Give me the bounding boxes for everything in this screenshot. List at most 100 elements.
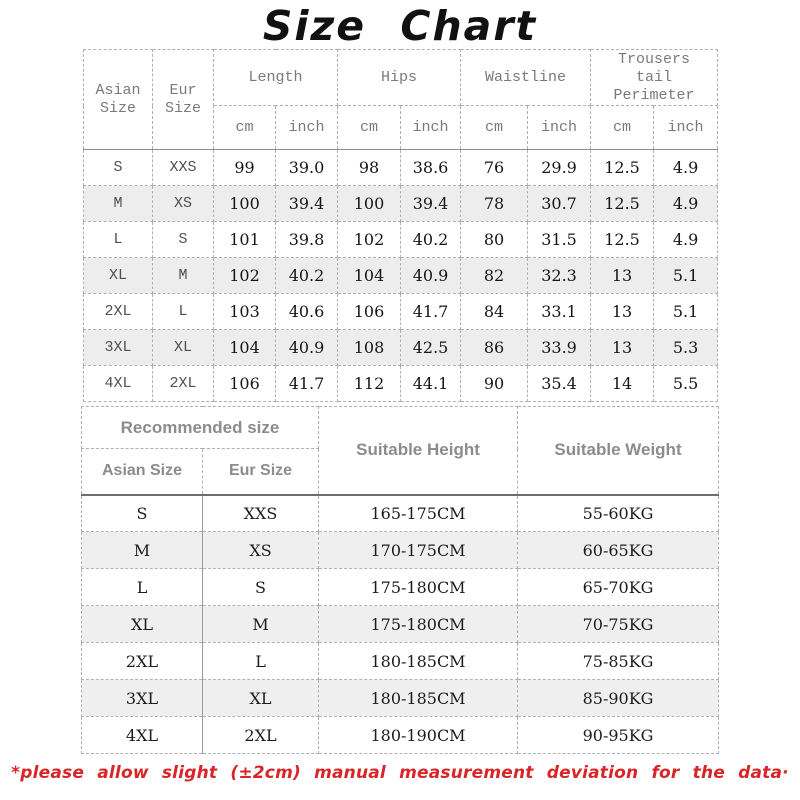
value-cell: 104: [213, 329, 276, 366]
value-cell: 4.9: [653, 221, 719, 258]
table-row: XL M 102 40.2 104 40.9 82 32.3 13 5.1: [83, 257, 719, 294]
value-cell: 40.2: [400, 221, 462, 258]
value-cell: 30.7: [527, 185, 592, 222]
unit-header-trousers-inch: inch: [653, 105, 719, 150]
value-cell: 165-175CM: [318, 494, 519, 532]
value-cell: 104: [337, 257, 402, 294]
value-cell: 40.9: [274, 329, 339, 366]
value-cell: 14: [590, 365, 655, 402]
column-header-suitable-height: Suitable Height: [318, 406, 519, 495]
value-cell: 170-175CM: [318, 531, 519, 569]
value-cell: 180-185CM: [318, 679, 519, 717]
value-cell: 180-185CM: [318, 642, 519, 680]
unit-header-hips-cm: cm: [337, 105, 402, 150]
value-cell: 100: [337, 185, 402, 222]
unit-header-hips-inch: inch: [400, 105, 462, 150]
column-header-suitable-weight: Suitable Weight: [517, 406, 720, 495]
column-header-eur-size: Eur Size: [201, 448, 320, 495]
value-cell: 12.5: [590, 221, 655, 258]
size-label-cell: M: [81, 531, 203, 569]
table-row: 2XL L 103 40.6 106 41.7 84 33.1 13 5.1: [83, 293, 719, 330]
value-cell: 70-75KG: [517, 605, 720, 643]
table-row: M XS 170-175CM 60-65KG: [81, 531, 720, 569]
value-cell: 102: [337, 221, 402, 258]
value-cell: 82: [460, 257, 529, 294]
table-row: L S 175-180CM 65-70KG: [81, 568, 720, 606]
recommend-header-row: Recommended size Suitable Height Suitabl…: [80, 406, 720, 495]
value-cell: 40.6: [274, 293, 339, 330]
size-label-cell: XXS: [201, 494, 320, 532]
value-cell: 100: [213, 185, 276, 222]
value-cell: 38.6: [400, 149, 462, 186]
size-label-cell: XL: [201, 679, 320, 717]
size-label-cell: M: [152, 257, 214, 294]
size-label-cell: 2XL: [83, 293, 153, 330]
value-cell: 41.7: [400, 293, 462, 330]
measurement-table-body: S XXS 99 39.0 98 38.6 76 29.9 12.5 4.9 M XS 100 39.4 1…: [83, 149, 719, 402]
size-label-cell: L: [83, 221, 153, 258]
value-cell: 5.1: [653, 293, 719, 330]
unit-header-waistline-cm: cm: [460, 105, 529, 150]
value-cell: 29.9: [527, 149, 592, 186]
size-label-cell: S: [83, 149, 153, 186]
value-cell: 90-95KG: [517, 716, 720, 754]
value-cell: 175-180CM: [318, 605, 519, 643]
size-label-cell: 4XL: [83, 365, 153, 402]
value-cell: 75-85KG: [517, 642, 720, 680]
value-cell: 13: [590, 329, 655, 366]
value-cell: 65-70KG: [517, 568, 720, 606]
size-label-cell: XS: [201, 531, 320, 569]
value-cell: 44.1: [400, 365, 462, 402]
value-cell: 85-90KG: [517, 679, 720, 717]
value-cell: 5.1: [653, 257, 719, 294]
value-cell: 12.5: [590, 185, 655, 222]
size-label-cell: M: [83, 185, 153, 222]
value-cell: 32.3: [527, 257, 592, 294]
table-row: M XS 100 39.4 100 39.4 78 30.7 12.5 4.9: [83, 185, 719, 222]
value-cell: 108: [337, 329, 402, 366]
measurement-deviation-footnote: *please allow slight (±2cm) manual measu…: [11, 763, 789, 783]
value-cell: 13: [590, 293, 655, 330]
value-cell: 40.9: [400, 257, 462, 294]
size-label-cell: 2XL: [81, 642, 203, 680]
table-row: S XXS 165-175CM 55-60KG: [81, 494, 720, 532]
value-cell: 84: [460, 293, 529, 330]
size-label-cell: S: [201, 568, 320, 606]
column-group-trousers-tail-perimeter: Trousers tail Perimeter: [590, 49, 719, 106]
size-label-cell: S: [152, 221, 214, 258]
value-cell: 80: [460, 221, 529, 258]
column-header-asian-size: Asian Size: [81, 448, 203, 495]
column-group-hips: Hips: [337, 49, 462, 106]
table-row: L S 101 39.8 102 40.2 80 31.5 12.5 4.9: [83, 221, 719, 258]
size-label-cell: L: [201, 642, 320, 680]
table-row: 4XL 2XL 106 41.7 112 44.1 90 35.4 14 5.5: [83, 365, 719, 402]
page-title: Size Chart: [262, 2, 538, 50]
table-row: 2XL L 180-185CM 75-85KG: [81, 642, 720, 680]
measurement-table: Asian Size Eur Size Length Hips Waistlin…: [83, 49, 719, 402]
value-cell: 40.2: [274, 257, 339, 294]
size-label-cell: S: [81, 494, 203, 532]
value-cell: 13: [590, 257, 655, 294]
table-row: XL M 175-180CM 70-75KG: [81, 605, 720, 643]
column-group-length: Length: [212, 49, 339, 106]
table-row: 3XL XL 180-185CM 85-90KG: [81, 679, 720, 717]
value-cell: 78: [460, 185, 529, 222]
unit-header-trousers-cm: cm: [590, 105, 655, 150]
size-label-cell: 4XL: [81, 716, 203, 754]
column-header-asian-size: Asian Size: [83, 49, 153, 150]
recommended-size-table: Recommended size Suitable Height Suitabl…: [80, 406, 720, 754]
unit-header-waistline-inch: inch: [527, 105, 592, 150]
value-cell: 39.0: [274, 149, 339, 186]
value-cell: 106: [213, 365, 276, 402]
value-cell: 86: [460, 329, 529, 366]
value-cell: 102: [213, 257, 276, 294]
value-cell: 4.9: [653, 149, 719, 186]
size-label-cell: XL: [81, 605, 203, 643]
value-cell: 12.5: [590, 149, 655, 186]
recommend-table-body: S XXS 165-175CM 55-60KG M XS 170-175CM 60-65KG L…: [81, 494, 720, 754]
value-cell: 99: [213, 149, 276, 186]
value-cell: 101: [213, 221, 276, 258]
column-group-waistline: Waistline: [460, 49, 592, 106]
size-label-cell: 3XL: [83, 329, 153, 366]
